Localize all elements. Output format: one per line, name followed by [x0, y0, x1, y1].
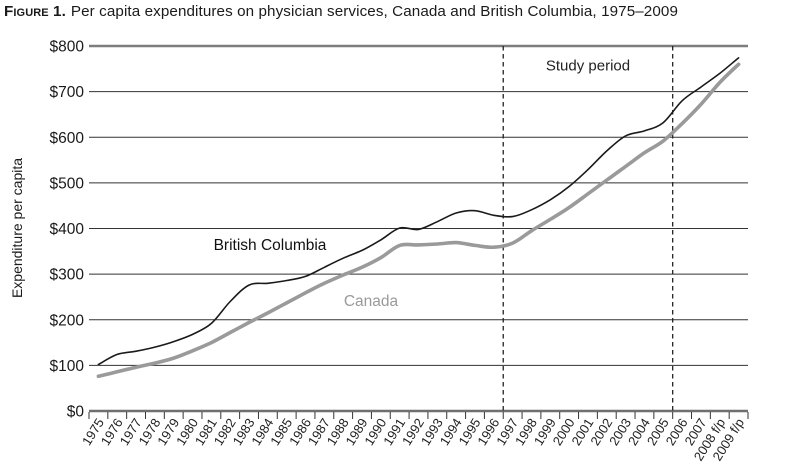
y-tick-label: $700 — [50, 84, 85, 101]
y-tick-label: $100 — [50, 358, 85, 375]
series-line-british-columbia — [97, 57, 740, 366]
figure-title: Figure 1. Per capita expenditures on phys… — [4, 3, 798, 20]
series-line-canada — [96, 62, 741, 379]
series-label-british-columbia: British Columbia — [213, 237, 327, 254]
y-tick-label: $600 — [50, 130, 85, 147]
series-label-canada: Canada — [343, 293, 399, 310]
y-tick-label: $200 — [50, 312, 85, 329]
figure-number-label: Figure 1. — [4, 3, 66, 20]
y-tick-label: $500 — [50, 175, 85, 192]
y-tick-label: $800 — [50, 39, 85, 56]
y-tick-label: $0 — [67, 404, 85, 421]
study-period-label: Study period — [545, 57, 631, 75]
y-tick-label: $400 — [50, 221, 85, 238]
figure-caption: Per capita expenditures on physician ser… — [70, 3, 678, 20]
y-axis-title: Expenditure per capita — [9, 157, 25, 299]
y-tick-label: $300 — [50, 267, 85, 284]
